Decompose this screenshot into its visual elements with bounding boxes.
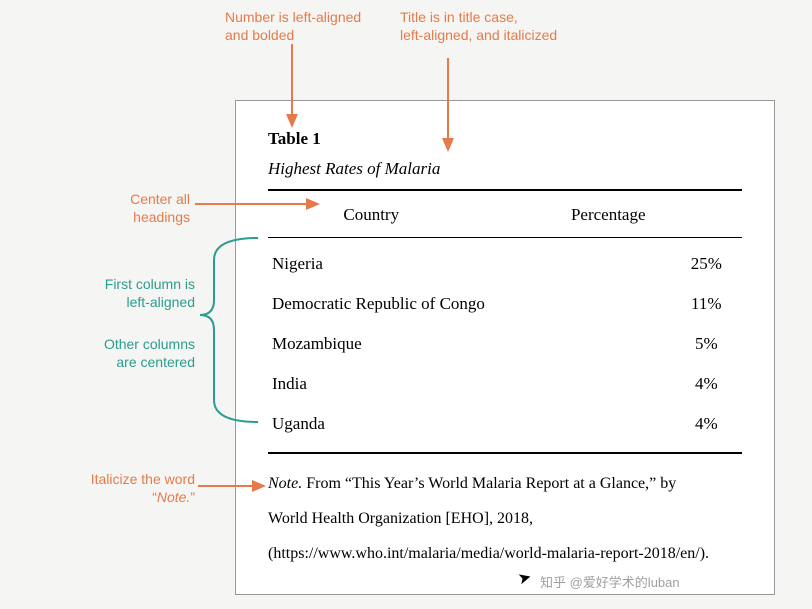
table-row: Nigeria25% [268,244,742,284]
annot-center-headings-l2: headings [133,209,190,225]
data-table: Country Percentage [268,199,742,231]
table-row: Uganda4% [268,404,742,444]
annot-first-col-l1: First column is [105,276,195,292]
cell-percentage: 25% [671,244,742,284]
cell-country: Nigeria [268,244,671,284]
rule-top [268,189,742,191]
rule-under-header [268,237,742,238]
data-table-body: Nigeria25% Democratic Republic of Congo1… [268,244,742,444]
col-header-country: Country [268,199,474,231]
note-line2: World Health Organization [EHO], 2018, [268,510,533,527]
cell-percentage: 5% [671,324,742,364]
cell-country: Mozambique [268,324,671,364]
table-number: Table 1 [268,129,742,149]
annot-other-cols-l2: are centered [116,354,195,370]
cell-percentage: 4% [671,404,742,444]
note-line3: (https://www.who.int/malaria/media/world… [268,545,709,562]
table-title: Highest Rates of Malaria [268,159,742,179]
annot-italicize-note-l1: Italicize the word [91,471,195,487]
watermark-text: 知乎 @爱好学术的luban [540,572,680,591]
rule-bottom [268,452,742,454]
annot-number-bold-l2: and bolded [225,27,294,43]
annot-title-case-l1: Title is in title case, [400,9,518,25]
cell-percentage: 11% [671,284,742,324]
annot-italicize-note-l2: “Note.” [152,489,195,505]
document-panel: Table 1 Highest Rates of Malaria Country… [235,100,775,595]
annot-center-headings-l1: Center all [130,191,190,207]
cell-country: Democratic Republic of Congo [268,284,671,324]
table-row: India4% [268,364,742,404]
cell-country: India [268,364,671,404]
table-row: Democratic Republic of Congo11% [268,284,742,324]
note-line1: From “This Year’s World Malaria Report a… [302,475,676,492]
table-row: Mozambique5% [268,324,742,364]
annot-first-col-l2: left-aligned [127,294,196,310]
annot-title-case-l2: left-aligned, and italicized [400,27,557,43]
cell-percentage: 4% [671,364,742,404]
table-note: Note. From “This Year’s World Malaria Re… [268,466,742,572]
annot-number-bold-l1: Number is left-aligned [225,9,361,25]
col-header-percentage: Percentage [474,199,742,231]
note-word: Note. [268,475,302,492]
annot-other-cols-l1: Other columns [104,336,195,352]
cell-country: Uganda [268,404,671,444]
